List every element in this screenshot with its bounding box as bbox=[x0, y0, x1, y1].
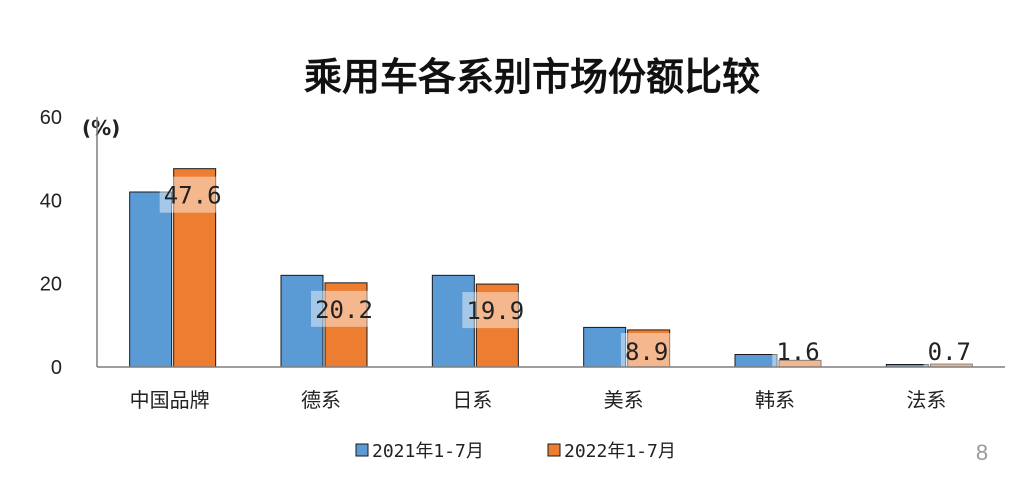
bar-2021 bbox=[129, 191, 173, 368]
data-label-box bbox=[772, 333, 824, 369]
bar-2022 bbox=[324, 282, 368, 368]
data-label: 20.2 bbox=[315, 296, 373, 324]
legend-label: 2022年1-7月 bbox=[564, 441, 676, 462]
y-axis-ticks: 0 20 40 60 bbox=[40, 107, 62, 379]
x-category-label: 法系 bbox=[906, 388, 946, 412]
data-label-box bbox=[923, 333, 976, 369]
data-label: 47.6 bbox=[164, 182, 222, 210]
legend-label: 2021年1-7月 bbox=[372, 441, 484, 462]
data-label-box bbox=[159, 176, 226, 213]
x-category-label: 美系 bbox=[604, 388, 644, 412]
bar-2021 bbox=[431, 274, 475, 368]
data-label: 0.7 bbox=[928, 338, 971, 366]
bar-2022 bbox=[475, 283, 519, 368]
bar-2022 bbox=[627, 329, 671, 368]
y-tick-label: 40 bbox=[40, 190, 62, 212]
x-category-label: 日系 bbox=[452, 388, 492, 412]
data-label-box bbox=[620, 333, 673, 369]
legend: 2021年1-7月 2022年1-7月 bbox=[355, 441, 676, 462]
page-number: 8 bbox=[976, 440, 988, 465]
x-category-label: 德系 bbox=[301, 388, 341, 412]
legend-swatch-2022 bbox=[547, 443, 561, 457]
y-tick-label: 20 bbox=[40, 274, 62, 296]
data-label: 1.6 bbox=[776, 338, 819, 366]
x-axis-categories: 中国品牌 德系 日系 美系 韩系 法系 bbox=[130, 388, 947, 412]
data-label-box bbox=[311, 290, 377, 327]
bar-2021 bbox=[583, 326, 627, 368]
data-label-box bbox=[462, 292, 529, 329]
bar-2021 bbox=[734, 354, 778, 368]
x-category-label: 中国品牌 bbox=[130, 388, 210, 412]
y-tick-label: 60 bbox=[40, 107, 62, 129]
y-axis-unit-label: (%) bbox=[82, 116, 120, 140]
chart-title: 乘用车各系别市场份额比较 bbox=[304, 55, 760, 99]
data-label: 8.9 bbox=[625, 338, 668, 366]
bars: 47.6 20.2 19.9 8.9 1.6 0.7 bbox=[129, 168, 976, 369]
x-category-label: 韩系 bbox=[755, 388, 795, 412]
y-tick-label: 0 bbox=[51, 357, 62, 379]
data-label: 19.9 bbox=[466, 297, 524, 325]
legend-swatch-2021 bbox=[355, 443, 369, 457]
